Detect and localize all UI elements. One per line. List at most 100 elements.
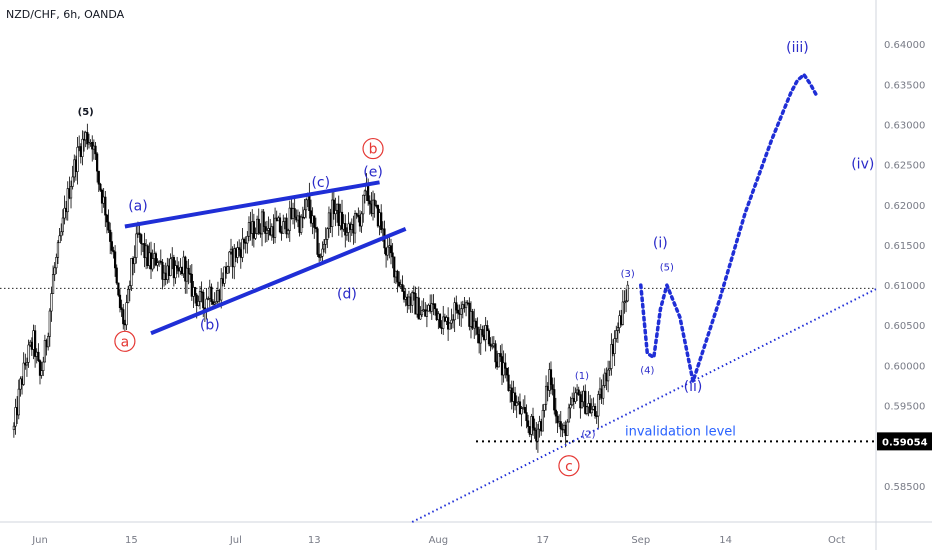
- candle-body: [174, 265, 177, 279]
- candle-body: [520, 408, 523, 415]
- candle-body: [135, 233, 138, 258]
- x-tick-label: 14: [719, 535, 732, 546]
- candle-body: [97, 170, 100, 185]
- candle-body: [220, 278, 223, 301]
- candle-body: [319, 256, 322, 258]
- candle-body: [584, 390, 587, 414]
- candle-body: [334, 210, 337, 215]
- candle-body: [138, 232, 141, 235]
- candle-body: [590, 409, 593, 414]
- candle-body: [273, 217, 277, 238]
- candle-body: [58, 235, 61, 244]
- candle-body: [523, 407, 526, 413]
- candle-body: [322, 243, 326, 250]
- candle-body: [50, 293, 53, 312]
- invalidation-price-tag: [877, 432, 932, 451]
- candle-body: [324, 239, 327, 245]
- candle-body: [238, 247, 241, 250]
- y-tick-label: 0.63000: [884, 120, 925, 131]
- y-tick-label: 0.62000: [884, 201, 925, 212]
- candle-body: [373, 199, 376, 206]
- candle-body: [109, 229, 112, 242]
- candle-body: [22, 362, 25, 385]
- candle-body: [304, 199, 308, 211]
- wave-label: (1): [575, 371, 589, 382]
- candle-body: [419, 314, 422, 320]
- candle-body: [190, 273, 193, 297]
- chart-title: NZD/CHF, 6h, OANDA: [6, 8, 125, 21]
- candle-body: [241, 238, 244, 258]
- x-tick-label: Jul: [229, 535, 242, 546]
- candle-body: [38, 360, 42, 376]
- candle-body: [112, 250, 115, 253]
- candle-body: [368, 200, 371, 205]
- candle-body: [176, 265, 179, 269]
- candle-body: [602, 385, 605, 399]
- invalidation-label: invalidation level: [625, 424, 736, 439]
- candle-body: [476, 326, 479, 335]
- candle-body: [541, 410, 544, 432]
- candle-body: [25, 362, 29, 366]
- candle-body: [340, 211, 344, 230]
- candle-body: [56, 242, 60, 258]
- candle-body: [398, 281, 401, 287]
- candle-body: [610, 344, 613, 369]
- wave-label: (3): [621, 269, 635, 280]
- candle-body: [107, 221, 110, 231]
- candle-body: [567, 407, 571, 423]
- candle-body: [332, 199, 335, 215]
- candle-body: [615, 330, 618, 339]
- candle-body: [282, 221, 285, 234]
- candle-body: [69, 186, 73, 199]
- candle-body: [626, 284, 629, 302]
- candle-body: [127, 288, 130, 304]
- candle-body: [104, 196, 107, 216]
- wave-label: (e): [363, 165, 383, 181]
- candle-body: [122, 309, 125, 325]
- candle-body: [287, 230, 290, 235]
- candle-body: [288, 207, 291, 231]
- x-tick-label: Jun: [31, 535, 48, 546]
- wedge-line: [124, 180, 380, 229]
- candle-body: [151, 258, 154, 270]
- candle-body: [96, 153, 99, 172]
- candle-body: [616, 327, 620, 331]
- candle-body: [17, 388, 20, 416]
- candle-body: [94, 145, 97, 155]
- candle-body: [505, 367, 508, 376]
- candle-body: [607, 369, 610, 382]
- candle-body: [223, 266, 226, 284]
- wave-label: (5): [78, 107, 94, 118]
- wedge-line: [150, 227, 407, 336]
- candle-body: [130, 258, 133, 286]
- x-tick-label: 13: [308, 535, 321, 546]
- candle-body: [491, 345, 494, 348]
- candle-body: [321, 248, 324, 257]
- candle-body: [318, 254, 321, 258]
- circle-wave-marker: [362, 137, 384, 160]
- candle-body: [140, 234, 143, 244]
- x-tick-label: 17: [536, 535, 549, 546]
- candle-body: [438, 313, 442, 328]
- circle-wave-label: c: [565, 459, 573, 475]
- y-tick-label: 0.63500: [884, 80, 925, 91]
- candle-body: [593, 405, 597, 417]
- candle-body: [597, 394, 600, 417]
- candle-body: [86, 132, 89, 145]
- candle-body: [81, 138, 84, 157]
- candle-body: [207, 298, 210, 300]
- candle-body: [391, 252, 394, 258]
- candle-body: [549, 369, 553, 385]
- candle-body: [608, 368, 611, 371]
- wave-label: (2): [581, 430, 595, 441]
- candle-body: [362, 194, 365, 215]
- candle-body: [380, 212, 383, 230]
- y-tick-label: 0.61500: [884, 241, 925, 252]
- candle-body: [450, 319, 453, 324]
- candle-body: [264, 226, 267, 234]
- candle-body: [412, 292, 415, 294]
- candle-body: [396, 270, 399, 283]
- candle-body: [585, 406, 588, 414]
